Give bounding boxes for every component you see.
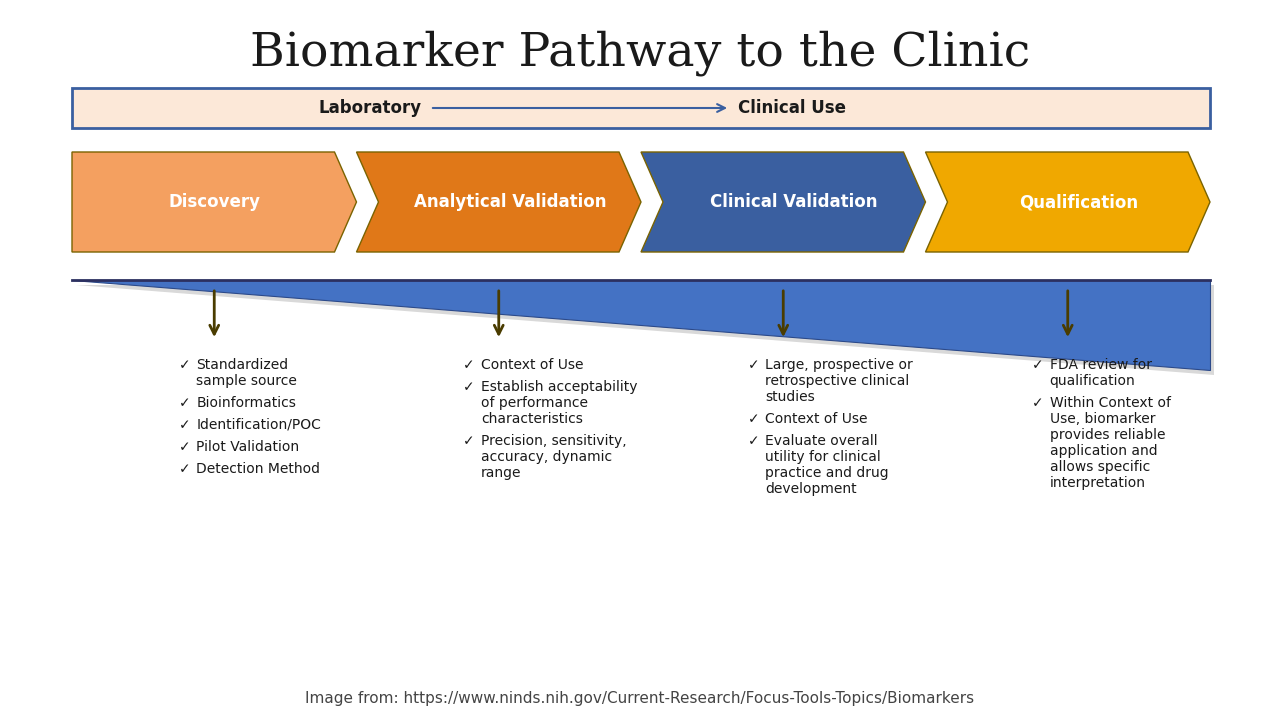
- Text: utility for clinical: utility for clinical: [765, 450, 881, 464]
- Text: Evaluate overall: Evaluate overall: [765, 434, 878, 448]
- Text: interpretation: interpretation: [1050, 476, 1146, 490]
- Text: Establish acceptability: Establish acceptability: [481, 380, 637, 394]
- Text: ✓: ✓: [463, 434, 475, 448]
- Text: Large, prospective or: Large, prospective or: [765, 358, 913, 372]
- FancyBboxPatch shape: [72, 88, 1210, 128]
- Text: practice and drug: practice and drug: [765, 466, 888, 480]
- Text: Discovery: Discovery: [168, 193, 260, 211]
- Text: provides reliable: provides reliable: [1050, 428, 1165, 442]
- Text: ✓: ✓: [178, 440, 189, 454]
- Text: ✓: ✓: [748, 434, 759, 448]
- Text: ✓: ✓: [178, 396, 189, 410]
- Text: ✓: ✓: [178, 418, 189, 432]
- Text: ✓: ✓: [178, 462, 189, 476]
- Text: development: development: [765, 482, 856, 496]
- Text: studies: studies: [765, 390, 815, 404]
- Text: Standardized: Standardized: [196, 358, 288, 372]
- Text: FDA review for: FDA review for: [1050, 358, 1152, 372]
- Polygon shape: [76, 285, 1213, 375]
- Text: allows specific: allows specific: [1050, 460, 1149, 474]
- Text: ✓: ✓: [178, 358, 189, 372]
- Text: Context of Use: Context of Use: [765, 412, 868, 426]
- Text: Clinical Use: Clinical Use: [739, 99, 846, 117]
- Text: application and: application and: [1050, 444, 1157, 458]
- Text: Pilot Validation: Pilot Validation: [196, 440, 300, 454]
- Polygon shape: [925, 152, 1210, 252]
- Text: ✓: ✓: [748, 412, 759, 426]
- Text: Context of Use: Context of Use: [481, 358, 584, 372]
- Text: Within Context of: Within Context of: [1050, 396, 1171, 410]
- Polygon shape: [357, 152, 641, 252]
- Text: Laboratory: Laboratory: [319, 99, 422, 117]
- Text: Use, biomarker: Use, biomarker: [1050, 412, 1156, 426]
- Text: ✓: ✓: [748, 358, 759, 372]
- Text: ✓: ✓: [463, 380, 475, 394]
- Text: ✓: ✓: [1032, 358, 1043, 372]
- Text: Bioinformatics: Bioinformatics: [196, 396, 296, 410]
- Text: of performance: of performance: [481, 396, 588, 410]
- Text: Clinical Validation: Clinical Validation: [710, 193, 878, 211]
- Text: sample source: sample source: [196, 374, 297, 388]
- Text: accuracy, dynamic: accuracy, dynamic: [481, 450, 612, 464]
- Text: Biomarker Pathway to the Clinic: Biomarker Pathway to the Clinic: [250, 30, 1030, 76]
- Text: range: range: [481, 466, 521, 480]
- Text: Qualification: Qualification: [1019, 193, 1138, 211]
- Text: characteristics: characteristics: [481, 412, 582, 426]
- Text: ✓: ✓: [1032, 396, 1043, 410]
- Text: Image from: https://www.ninds.nih.gov/Current-Research/Focus-Tools-Topics/Biomar: Image from: https://www.ninds.nih.gov/Cu…: [306, 691, 974, 706]
- Text: Identification/POC: Identification/POC: [196, 418, 321, 432]
- Text: qualification: qualification: [1050, 374, 1135, 388]
- Polygon shape: [641, 152, 925, 252]
- Text: retrospective clinical: retrospective clinical: [765, 374, 910, 388]
- Text: ✓: ✓: [463, 358, 475, 372]
- Text: Detection Method: Detection Method: [196, 462, 320, 476]
- Polygon shape: [72, 152, 357, 252]
- Text: Precision, sensitivity,: Precision, sensitivity,: [481, 434, 626, 448]
- Text: Analytical Validation: Analytical Validation: [413, 193, 605, 211]
- Polygon shape: [72, 280, 1210, 370]
